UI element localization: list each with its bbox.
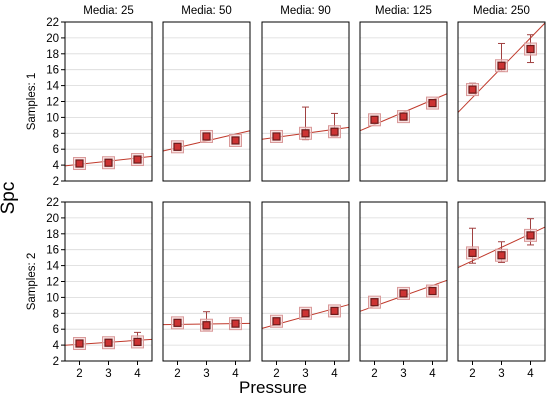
- labels-layer: Spc Pressure: [0, 182, 307, 397]
- data-point: [497, 251, 506, 260]
- panel-frame: [261, 21, 350, 182]
- panels-layer: Media: 25 Media: 50 Media: 90 Media: 125 Med…: [26, 5, 546, 380]
- data-point: [75, 339, 84, 348]
- y-tick-label-4: 4: [53, 340, 60, 352]
- y-tick-label-14: 14: [46, 81, 59, 93]
- row-header-samples-2: Samples: 2: [26, 253, 38, 311]
- column-header-media-250: Media: 250: [473, 5, 530, 17]
- panel-frame: [359, 21, 448, 182]
- column-header-media-50: Media: 50: [181, 5, 232, 17]
- column-header-media-25: Media: 25: [83, 5, 134, 17]
- data-point: [202, 321, 211, 330]
- y-tick-label-22: 22: [46, 17, 59, 29]
- data-point: [428, 98, 437, 108]
- data-point: [370, 298, 379, 307]
- x-tick-label-4: 4: [232, 368, 239, 380]
- data-point: [468, 248, 477, 257]
- panel-m250-s1: [457, 21, 546, 182]
- y-tick-label-8: 8: [53, 128, 59, 140]
- y-tick-label-18: 18: [46, 49, 59, 61]
- data-point: [330, 306, 339, 316]
- x-tick-label-4: 4: [134, 368, 141, 380]
- data-point: [104, 338, 113, 347]
- data-point: [202, 132, 211, 141]
- y-tick-label-6: 6: [53, 324, 59, 336]
- data-point: [272, 317, 281, 326]
- x-tick-label-4: 4: [429, 368, 436, 380]
- y-tick-label-20: 20: [46, 33, 59, 45]
- panel-frame: [457, 21, 546, 182]
- data-point: [133, 155, 142, 164]
- panel-m125-s1: [359, 21, 448, 182]
- y-tick-label-6: 6: [53, 144, 59, 156]
- data-point: [399, 112, 408, 121]
- y-tick-label-18: 18: [46, 229, 59, 241]
- column-header-media-90: Media: 90: [280, 5, 331, 17]
- y-tick-label-10: 10: [46, 112, 59, 124]
- data-point: [272, 132, 281, 141]
- x-axis-title: Pressure: [239, 378, 307, 397]
- data-point: [301, 309, 310, 318]
- data-point: [526, 44, 535, 54]
- panel-m25-s2: 2 3 4: [64, 201, 153, 380]
- x-tick-label-3: 3: [302, 368, 308, 380]
- x-tick-label-3: 3: [400, 368, 406, 380]
- data-point: [526, 231, 535, 240]
- panel-m125-s2: 2 3 4: [359, 201, 448, 380]
- data-point: [428, 286, 437, 296]
- y-tick-label-2: 2: [53, 176, 59, 188]
- data-point: [133, 337, 142, 347]
- data-point: [104, 158, 113, 167]
- y-axis-title: Spc: [0, 182, 19, 215]
- data-point: [173, 318, 182, 327]
- y-tick-label-22: 22: [46, 197, 59, 209]
- y-tick-label-20: 20: [46, 213, 59, 225]
- x-tick-label-4: 4: [331, 368, 338, 380]
- data-point: [231, 319, 240, 328]
- y-tick-label-10: 10: [46, 292, 59, 304]
- data-point: [370, 115, 379, 124]
- x-tick-label-3: 3: [498, 368, 504, 380]
- data-point: [301, 129, 310, 138]
- panel-m90-s2: 2 3 4: [261, 201, 350, 380]
- panel-frame: [162, 21, 251, 182]
- column-header-media-125: Media: 125: [375, 5, 432, 17]
- y-tick-label-4: 4: [53, 160, 60, 172]
- data-point: [75, 159, 84, 168]
- row-header-samples-1: Samples: 1: [26, 73, 38, 131]
- y-tick-label-16: 16: [46, 65, 59, 77]
- x-tick-label-2: 2: [469, 368, 475, 380]
- panel-m50-s1: [162, 21, 251, 182]
- x-tick-label-2: 2: [76, 368, 82, 380]
- data-point: [330, 127, 339, 136]
- data-point: [399, 289, 408, 298]
- x-tick-label-4: 4: [527, 368, 534, 380]
- y-tick-label-16: 16: [46, 245, 59, 257]
- x-tick-label-2: 2: [371, 368, 377, 380]
- panel-m50-s2: 2 3 4: [162, 201, 251, 380]
- panel-m250-s2: 2 3 4: [457, 201, 546, 380]
- y-tick-label-12: 12: [46, 277, 59, 289]
- y-tick-label-12: 12: [46, 97, 59, 109]
- x-tick-label-2: 2: [174, 368, 180, 380]
- data-point: [468, 85, 477, 94]
- data-point: [173, 142, 182, 151]
- x-tick-label-3: 3: [105, 368, 111, 380]
- panel-m90-s1: [261, 21, 350, 182]
- x-tick-label-3: 3: [203, 368, 209, 380]
- data-point: [497, 61, 506, 70]
- panel-m25-s1: [64, 21, 153, 182]
- y-tick-label-14: 14: [46, 261, 59, 273]
- y-tick-label-2: 2: [53, 356, 59, 368]
- data-point: [231, 136, 240, 145]
- y-tick-label-8: 8: [53, 308, 59, 320]
- x-tick-label-2: 2: [273, 368, 279, 380]
